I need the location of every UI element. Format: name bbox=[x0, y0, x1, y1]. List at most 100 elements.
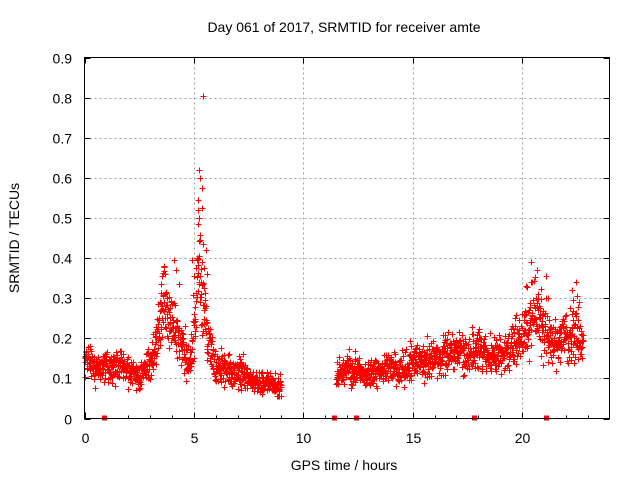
data-point bbox=[180, 339, 187, 346]
data-point bbox=[148, 372, 155, 379]
data-point bbox=[457, 337, 464, 344]
data-point bbox=[520, 348, 527, 355]
data-point bbox=[460, 373, 467, 380]
data-point bbox=[388, 354, 395, 361]
data-point bbox=[385, 377, 392, 384]
data-point bbox=[207, 326, 214, 333]
data-point bbox=[442, 372, 449, 379]
data-point bbox=[553, 368, 560, 375]
y-tick-label: 0.9 bbox=[53, 51, 73, 67]
data-point bbox=[402, 349, 409, 356]
data-point bbox=[563, 324, 570, 331]
data-point bbox=[454, 354, 461, 361]
data-point bbox=[578, 345, 585, 352]
data-point bbox=[160, 319, 167, 326]
data-point bbox=[450, 338, 457, 345]
data-point bbox=[109, 380, 116, 387]
data-point bbox=[88, 348, 95, 355]
data-point bbox=[545, 295, 552, 302]
data-point bbox=[506, 354, 513, 361]
data-point bbox=[191, 311, 198, 318]
plot-frame bbox=[84, 57, 610, 419]
data-point bbox=[195, 197, 202, 204]
data-point bbox=[159, 334, 166, 341]
data-point bbox=[200, 241, 207, 248]
data-point bbox=[542, 321, 549, 328]
data-point bbox=[204, 349, 211, 356]
data-point bbox=[144, 350, 151, 357]
data-point bbox=[199, 205, 206, 212]
data-point bbox=[527, 300, 534, 307]
data-point bbox=[137, 385, 144, 392]
data-point bbox=[87, 343, 94, 350]
data-point bbox=[578, 328, 585, 335]
data-point bbox=[565, 347, 572, 354]
data-point bbox=[549, 360, 556, 367]
data-point bbox=[92, 385, 99, 392]
tick-labels: 0 0.1 0.2 0.3 0.4 0.5 0.6 0.7 0.8 0.9 0 5 10 15 20 bbox=[53, 51, 531, 447]
data-point bbox=[99, 365, 106, 372]
data-point bbox=[191, 273, 198, 280]
data-point bbox=[236, 353, 243, 360]
data-point bbox=[170, 319, 177, 326]
data-point bbox=[150, 360, 157, 367]
data-point bbox=[195, 288, 202, 295]
data-point bbox=[563, 312, 570, 319]
data-point bbox=[205, 350, 212, 357]
data-point bbox=[408, 343, 415, 350]
data-point bbox=[179, 336, 186, 343]
data-points bbox=[82, 93, 587, 400]
data-point bbox=[345, 369, 352, 376]
data-point bbox=[103, 353, 110, 360]
data-point bbox=[178, 362, 185, 369]
data-point bbox=[158, 281, 165, 288]
data-point bbox=[517, 353, 524, 360]
data-point bbox=[95, 354, 102, 361]
data-point bbox=[372, 359, 379, 366]
data-point bbox=[532, 274, 539, 281]
y-tick-label: 0.1 bbox=[53, 371, 73, 387]
data-point bbox=[523, 283, 530, 290]
data-point bbox=[181, 370, 188, 377]
data-point bbox=[569, 287, 576, 294]
x-axis-label: GPS time / hours bbox=[291, 457, 398, 473]
data-point bbox=[575, 356, 582, 363]
data-point bbox=[408, 377, 415, 384]
data-point bbox=[172, 302, 179, 309]
data-point bbox=[578, 351, 585, 358]
x-tick-label: 15 bbox=[406, 430, 422, 446]
data-point bbox=[225, 352, 232, 359]
data-point bbox=[163, 325, 170, 332]
data-point bbox=[217, 376, 224, 383]
data-point bbox=[272, 370, 279, 377]
data-point bbox=[192, 304, 199, 311]
data-point bbox=[451, 353, 458, 360]
data-point bbox=[244, 366, 251, 373]
data-point bbox=[445, 361, 452, 368]
data-point bbox=[401, 384, 408, 391]
data-point bbox=[158, 300, 165, 307]
data-point bbox=[201, 285, 208, 292]
data-point bbox=[192, 318, 199, 325]
data-point bbox=[556, 334, 563, 341]
data-point bbox=[349, 382, 356, 389]
data-point bbox=[167, 320, 174, 327]
data-point bbox=[204, 271, 211, 278]
data-point bbox=[147, 376, 154, 383]
data-point bbox=[407, 338, 414, 345]
data-point bbox=[475, 365, 482, 372]
data-point bbox=[482, 333, 489, 340]
data-point bbox=[545, 359, 552, 366]
y-tick-label: 0.8 bbox=[53, 91, 73, 107]
data-point bbox=[560, 323, 567, 330]
data-point bbox=[575, 317, 582, 324]
data-point bbox=[196, 215, 203, 222]
data-point bbox=[164, 302, 171, 309]
data-point bbox=[528, 327, 535, 334]
data-point bbox=[221, 384, 228, 391]
data-point bbox=[336, 361, 343, 368]
data-point bbox=[183, 378, 190, 385]
data-point bbox=[336, 354, 343, 361]
data-point bbox=[105, 379, 112, 386]
data-point bbox=[339, 377, 346, 384]
